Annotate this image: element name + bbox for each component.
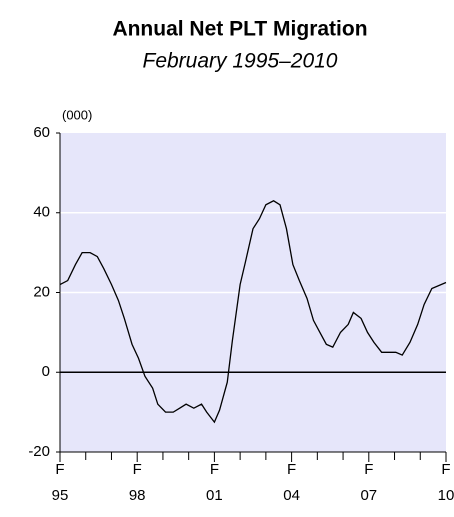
data-line — [59, 200, 447, 424]
y-unit-label: (000) — [62, 107, 92, 122]
chart-subtitle: February 1995–2010 — [143, 50, 338, 73]
x-tick-label: 10 — [438, 487, 454, 504]
x-tick-month-label: F — [55, 461, 64, 478]
x-tick-month-label: F — [133, 461, 142, 478]
x-tick-label: 98 — [129, 487, 146, 504]
y-tick-label: 60 — [33, 124, 50, 141]
x-tick-label: 04 — [283, 487, 300, 504]
x-tick-month-label: F — [287, 461, 296, 478]
x-tick-label: 07 — [360, 487, 377, 504]
y-tick-label: 0 — [42, 363, 50, 380]
x-tick-label: 95 — [52, 487, 69, 504]
y-tick-label: 40 — [33, 204, 50, 221]
y-tick-label: 20 — [33, 283, 50, 300]
y-tick-label: -20 — [28, 443, 50, 460]
x-tick-month-label: F — [210, 461, 219, 478]
x-tick-label: 01 — [206, 487, 223, 504]
x-tick-month-label: F — [441, 461, 450, 478]
x-tick-month-label: F — [364, 461, 373, 478]
chart-title: Annual Net PLT Migration — [112, 18, 367, 41]
